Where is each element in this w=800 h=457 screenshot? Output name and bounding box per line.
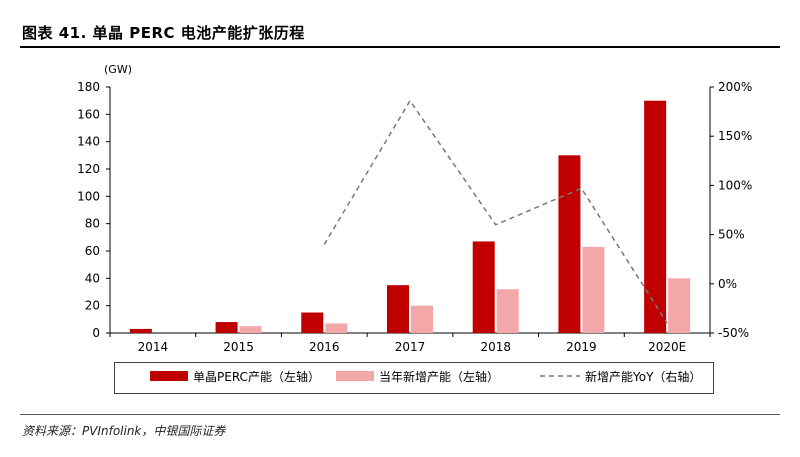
right-tick-label: 100% bbox=[718, 178, 752, 192]
x-tick-label: 2020E bbox=[648, 340, 686, 354]
bar-new-capacity bbox=[325, 323, 348, 333]
bar-new-capacity bbox=[239, 326, 262, 333]
title-rule bbox=[20, 46, 780, 48]
bar-new-capacity bbox=[496, 289, 519, 333]
line-new-capacity-yoy bbox=[323, 99, 668, 324]
x-tick-label: 2014 bbox=[138, 340, 169, 354]
left-tick-label: 160 bbox=[77, 107, 100, 121]
x-tick-label: 2015 bbox=[223, 340, 254, 354]
left-axis-unit: (GW) bbox=[104, 63, 132, 76]
left-tick-label: 20 bbox=[85, 299, 100, 313]
bar-perc-capacity bbox=[558, 155, 581, 333]
left-tick-label: 100 bbox=[77, 189, 100, 203]
bar-perc-capacity bbox=[472, 241, 495, 333]
bar-perc-capacity bbox=[644, 100, 667, 334]
legend-frame bbox=[114, 362, 714, 394]
legend-swatch-perc bbox=[150, 371, 188, 381]
left-tick-label: 180 bbox=[77, 80, 100, 94]
right-tick-label: 150% bbox=[718, 129, 752, 143]
bar-perc-capacity bbox=[215, 322, 238, 333]
left-tick-label: 60 bbox=[85, 244, 100, 258]
right-tick-label: 50% bbox=[718, 228, 745, 242]
bar-new-capacity bbox=[411, 305, 433, 333]
left-tick-label: 40 bbox=[85, 271, 100, 285]
bar-perc-capacity bbox=[387, 285, 409, 333]
bar-perc-capacity bbox=[129, 328, 152, 333]
bar-new-capacity bbox=[668, 278, 691, 333]
bar-perc-capacity bbox=[301, 312, 324, 333]
x-tick-label: 2018 bbox=[480, 340, 511, 354]
legend-label-new: 当年新增产能（左轴） bbox=[379, 369, 499, 384]
left-tick-label: 120 bbox=[77, 162, 100, 176]
source-rule bbox=[20, 414, 780, 415]
legend-label-yoy: 新增产能YoY（右轴） bbox=[585, 369, 701, 384]
x-tick-label: 2019 bbox=[566, 340, 597, 354]
right-tick-label: 0% bbox=[718, 277, 737, 291]
left-tick-label: 140 bbox=[77, 135, 100, 149]
legend-swatch-new bbox=[336, 371, 374, 381]
x-tick-label: 2017 bbox=[395, 340, 426, 354]
left-tick-label: 80 bbox=[85, 217, 100, 231]
legend-label-perc: 单晶PERC产能（左轴） bbox=[193, 369, 320, 384]
right-tick-label: -50% bbox=[718, 326, 749, 340]
bar-new-capacity bbox=[582, 246, 605, 333]
x-tick-label: 2016 bbox=[309, 340, 340, 354]
source-note: 资料来源：PVInfolink，中银国际证券 bbox=[22, 424, 226, 438]
chart-title: 图表 41. 单晶 PERC 电池产能扩张历程 bbox=[22, 24, 305, 42]
left-tick-label: 0 bbox=[92, 326, 100, 340]
right-tick-label: 200% bbox=[718, 80, 752, 94]
